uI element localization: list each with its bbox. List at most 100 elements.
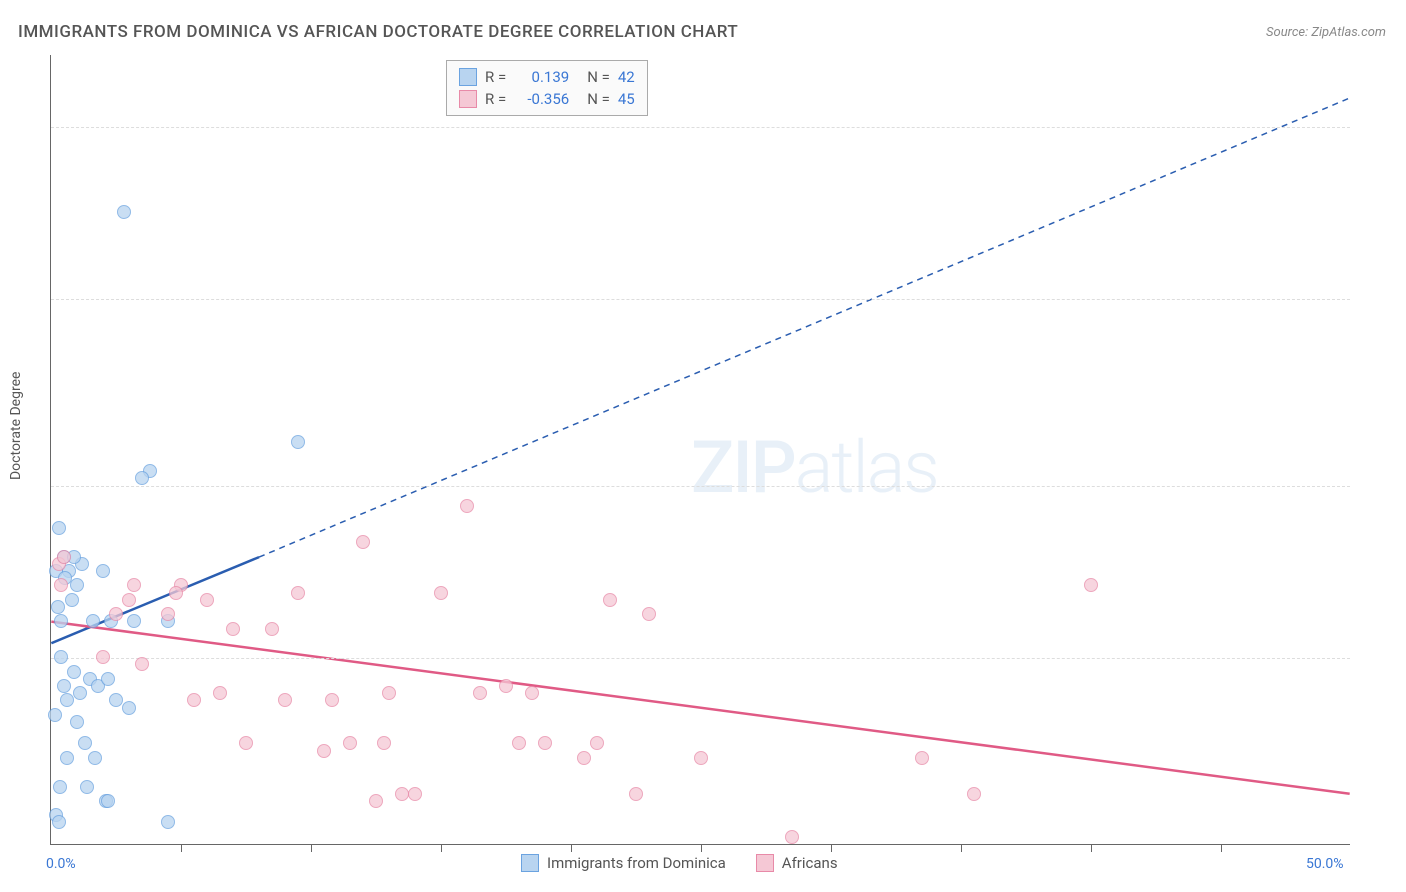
- grid-line-h: [51, 486, 1350, 487]
- scatter-point: [127, 614, 141, 628]
- scatter-point: [603, 593, 617, 607]
- scatter-point: [52, 521, 66, 535]
- scatter-point: [169, 586, 183, 600]
- plot-area: ZIPatlas R = 0.139 N = 42 R = -0.356 N =…: [50, 55, 1350, 845]
- scatter-point: [161, 607, 175, 621]
- stat-r-label: R =: [485, 90, 506, 108]
- scatter-point: [53, 780, 67, 794]
- legend-swatch: [756, 854, 774, 872]
- scatter-point: [57, 550, 71, 564]
- stat-r-value: -0.356: [514, 90, 569, 108]
- scatter-point: [499, 679, 513, 693]
- grid-line-h: [51, 658, 1350, 659]
- legend-label: Immigrants from Dominica: [547, 854, 726, 872]
- scatter-point: [70, 578, 84, 592]
- scatter-point: [278, 693, 292, 707]
- watermark: ZIPatlas: [691, 425, 938, 510]
- scatter-point: [88, 751, 102, 765]
- x-tick: [181, 844, 182, 852]
- x-tick: [571, 844, 572, 852]
- legend-label: Africans: [782, 854, 838, 872]
- scatter-point: [382, 686, 396, 700]
- stats-row: R = -0.356 N = 45: [459, 88, 635, 110]
- x-tick: [1091, 844, 1092, 852]
- scatter-point: [642, 607, 656, 621]
- scatter-point: [48, 708, 62, 722]
- stat-n-label: N =: [587, 68, 610, 86]
- scatter-point: [1084, 578, 1098, 592]
- scatter-point: [356, 535, 370, 549]
- x-tick: [1221, 844, 1222, 852]
- scatter-point: [161, 815, 175, 829]
- scatter-point: [51, 600, 65, 614]
- grid-line-h: [51, 127, 1350, 128]
- stat-n-label: N =: [587, 90, 610, 108]
- x-tick: [961, 844, 962, 852]
- scatter-point: [325, 693, 339, 707]
- scatter-point: [590, 736, 604, 750]
- legend-item: Africans: [756, 854, 838, 872]
- scatter-point: [343, 736, 357, 750]
- scatter-point: [96, 650, 110, 664]
- scatter-point: [101, 672, 115, 686]
- scatter-point: [239, 736, 253, 750]
- scatter-point: [73, 686, 87, 700]
- scatter-point: [512, 736, 526, 750]
- scatter-point: [54, 614, 68, 628]
- y-axis-label: Doctorate Degree: [8, 372, 24, 480]
- scatter-point: [54, 578, 68, 592]
- scatter-point: [200, 593, 214, 607]
- stat-n-value: 42: [618, 68, 635, 86]
- x-tick: [831, 844, 832, 852]
- legend-swatch: [459, 90, 477, 108]
- scatter-point: [135, 471, 149, 485]
- scatter-point: [226, 622, 240, 636]
- scatter-point: [694, 751, 708, 765]
- scatter-point: [54, 650, 68, 664]
- scatter-point: [408, 787, 422, 801]
- scatter-point: [460, 499, 474, 513]
- x-tick-label: 50.0%: [1306, 856, 1344, 872]
- scatter-point: [629, 787, 643, 801]
- scatter-point: [117, 205, 131, 219]
- scatter-point: [291, 435, 305, 449]
- scatter-point: [538, 736, 552, 750]
- scatter-point: [70, 715, 84, 729]
- scatter-point: [213, 686, 227, 700]
- source-label: Source: ZipAtlas.com: [1266, 25, 1386, 40]
- x-tick: [441, 844, 442, 852]
- scatter-point: [317, 744, 331, 758]
- trend-line-solid: [51, 622, 1349, 794]
- scatter-point: [127, 578, 141, 592]
- scatter-point: [60, 751, 74, 765]
- scatter-point: [80, 780, 94, 794]
- bottom-legend: Immigrants from Dominica Africans: [521, 854, 838, 872]
- watermark-suffix: atlas: [795, 425, 938, 510]
- scatter-point: [187, 693, 201, 707]
- stats-box: R = 0.139 N = 42 R = -0.356 N = 45: [446, 60, 648, 116]
- scatter-point: [60, 693, 74, 707]
- chart-title: IMMIGRANTS FROM DOMINICA VS AFRICAN DOCT…: [18, 22, 738, 42]
- stat-r-value: 0.139: [514, 68, 569, 86]
- grid-line-h: [51, 299, 1350, 300]
- scatter-point: [291, 586, 305, 600]
- legend-swatch: [459, 68, 477, 86]
- scatter-point: [473, 686, 487, 700]
- x-tick: [701, 844, 702, 852]
- scatter-point: [65, 593, 79, 607]
- scatter-point: [434, 586, 448, 600]
- watermark-prefix: ZIP: [691, 425, 795, 510]
- stat-n-value: 45: [618, 90, 635, 108]
- legend-item: Immigrants from Dominica: [521, 854, 726, 872]
- scatter-point: [967, 787, 981, 801]
- scatter-point: [109, 607, 123, 621]
- scatter-point: [265, 622, 279, 636]
- stats-row: R = 0.139 N = 42: [459, 66, 635, 88]
- scatter-point: [57, 679, 71, 693]
- scatter-point: [78, 736, 92, 750]
- legend-swatch: [521, 854, 539, 872]
- scatter-point: [577, 751, 591, 765]
- x-tick-label: 0.0%: [46, 856, 76, 872]
- scatter-point: [96, 564, 110, 578]
- scatter-point: [525, 686, 539, 700]
